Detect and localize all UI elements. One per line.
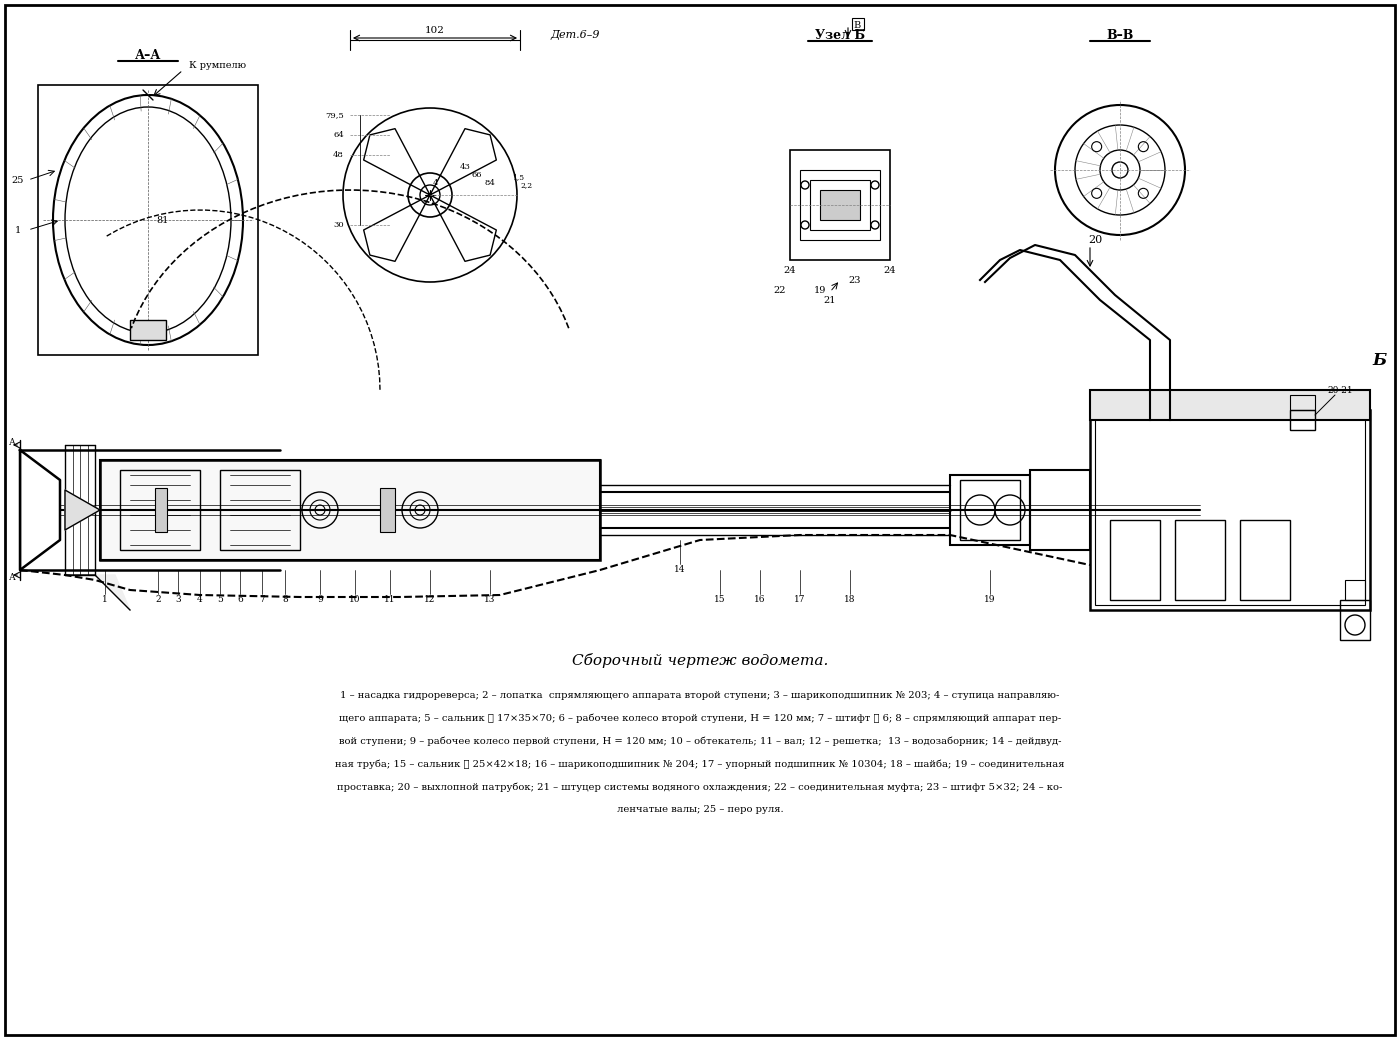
Bar (790, 150, 890, 260)
Text: 1: 1 (15, 226, 21, 234)
Text: 4: 4 (197, 596, 203, 604)
Polygon shape (64, 575, 130, 610)
Text: ная труба; 15 – сальник ∅ 25×42×18; 16 – шарикоподшипник № 204; 17 – упорный под: ная труба; 15 – сальник ∅ 25×42×18; 16 –… (335, 759, 1065, 769)
Bar (38, 85, 258, 355)
Text: 1: 1 (102, 596, 108, 604)
Bar (1240, 520, 1289, 600)
Polygon shape (99, 460, 601, 560)
Bar (1095, 415, 1365, 605)
Text: 1 – насадка гидрореверса; 2 – лопатка  спрямляющего аппарата второй ступени; 3 –: 1 – насадка гидрореверса; 2 – лопатка сп… (340, 691, 1060, 700)
Text: 23: 23 (848, 276, 861, 285)
Text: 21: 21 (823, 295, 836, 305)
Text: 7: 7 (259, 596, 265, 604)
Bar (220, 470, 300, 550)
Text: 17: 17 (794, 596, 806, 604)
Text: 4: 4 (433, 179, 438, 187)
Text: 2: 2 (155, 596, 161, 604)
Text: Дет.6–9: Дет.6–9 (550, 30, 599, 40)
Text: 11: 11 (384, 596, 396, 604)
Text: 8: 8 (283, 596, 288, 604)
Bar (99, 460, 601, 560)
Bar (951, 475, 1030, 545)
Text: Б: Б (1373, 352, 1387, 368)
Bar (130, 320, 167, 340)
Text: В–В: В–В (1106, 28, 1134, 42)
Bar (1340, 600, 1371, 640)
Text: 66: 66 (472, 171, 482, 179)
Text: 102: 102 (426, 26, 445, 34)
Text: 10: 10 (349, 596, 361, 604)
Text: 43: 43 (459, 163, 470, 171)
Text: 6: 6 (237, 596, 242, 604)
Bar (120, 470, 200, 550)
Bar (1091, 390, 1371, 420)
Text: А–А: А–А (134, 49, 161, 61)
Text: 25: 25 (11, 176, 24, 184)
Text: 19: 19 (984, 596, 995, 604)
Bar (1110, 520, 1161, 600)
Text: 20: 20 (1088, 235, 1102, 245)
Text: 13: 13 (484, 596, 496, 604)
Text: 64: 64 (333, 131, 344, 139)
Bar (99, 460, 601, 560)
Text: Узел Б: Узел Б (815, 28, 865, 42)
Bar (820, 190, 860, 220)
Bar (1175, 520, 1225, 600)
Text: А: А (8, 438, 15, 446)
Text: 18: 18 (844, 596, 855, 604)
Text: А: А (8, 573, 15, 582)
Text: 5: 5 (217, 596, 223, 604)
Bar (960, 480, 1021, 540)
Text: 14: 14 (675, 566, 686, 574)
Text: 1,5: 1,5 (512, 173, 524, 181)
Text: ленчатые валы; 25 – перо руля.: ленчатые валы; 25 – перо руля. (616, 806, 784, 814)
Text: 30: 30 (333, 222, 344, 229)
Bar (1030, 470, 1091, 550)
Bar (155, 488, 167, 532)
Bar (1289, 410, 1315, 430)
Text: 79,5: 79,5 (325, 111, 344, 119)
Bar (799, 170, 881, 240)
Bar (1091, 410, 1371, 610)
Bar (853, 18, 864, 30)
Text: 3: 3 (175, 596, 181, 604)
Text: 22: 22 (774, 286, 787, 294)
Bar (379, 488, 395, 532)
Text: проставка; 20 – выхлопной патрубок; 21 – штуцер системы водяного охлаждения; 22 : проставка; 20 – выхлопной патрубок; 21 –… (337, 782, 1063, 791)
Text: вой ступени; 9 – рабочее колесо первой ступени, Н = 120 мм; 10 – обтекатель; 11 : вой ступени; 9 – рабочее колесо первой с… (339, 736, 1061, 746)
Bar (1345, 580, 1365, 600)
Text: 81: 81 (157, 215, 169, 225)
Text: 48: 48 (333, 151, 344, 159)
Text: В: В (854, 21, 861, 29)
Text: 2,2: 2,2 (521, 181, 533, 189)
Text: 24: 24 (883, 265, 896, 275)
Text: 19: 19 (813, 286, 826, 294)
Bar (811, 180, 869, 230)
Text: К румпелю: К румпелю (189, 60, 246, 70)
Bar (1289, 395, 1315, 410)
Polygon shape (64, 490, 99, 530)
Text: 15: 15 (714, 596, 725, 604)
Text: 20·21: 20·21 (1327, 386, 1352, 394)
Text: 16: 16 (755, 596, 766, 604)
Polygon shape (20, 450, 60, 570)
Text: Сборочный чертеж водомета.: Сборочный чертеж водомета. (571, 652, 829, 668)
Text: 24: 24 (784, 265, 797, 275)
Text: щего аппарата; 5 – сальник ∅ 17×35×70; 6 – рабочее колесо второй ступени, Н = 12: щего аппарата; 5 – сальник ∅ 17×35×70; 6… (339, 713, 1061, 723)
Text: 12: 12 (424, 596, 435, 604)
Text: 84: 84 (484, 179, 496, 187)
Text: 9: 9 (318, 596, 323, 604)
